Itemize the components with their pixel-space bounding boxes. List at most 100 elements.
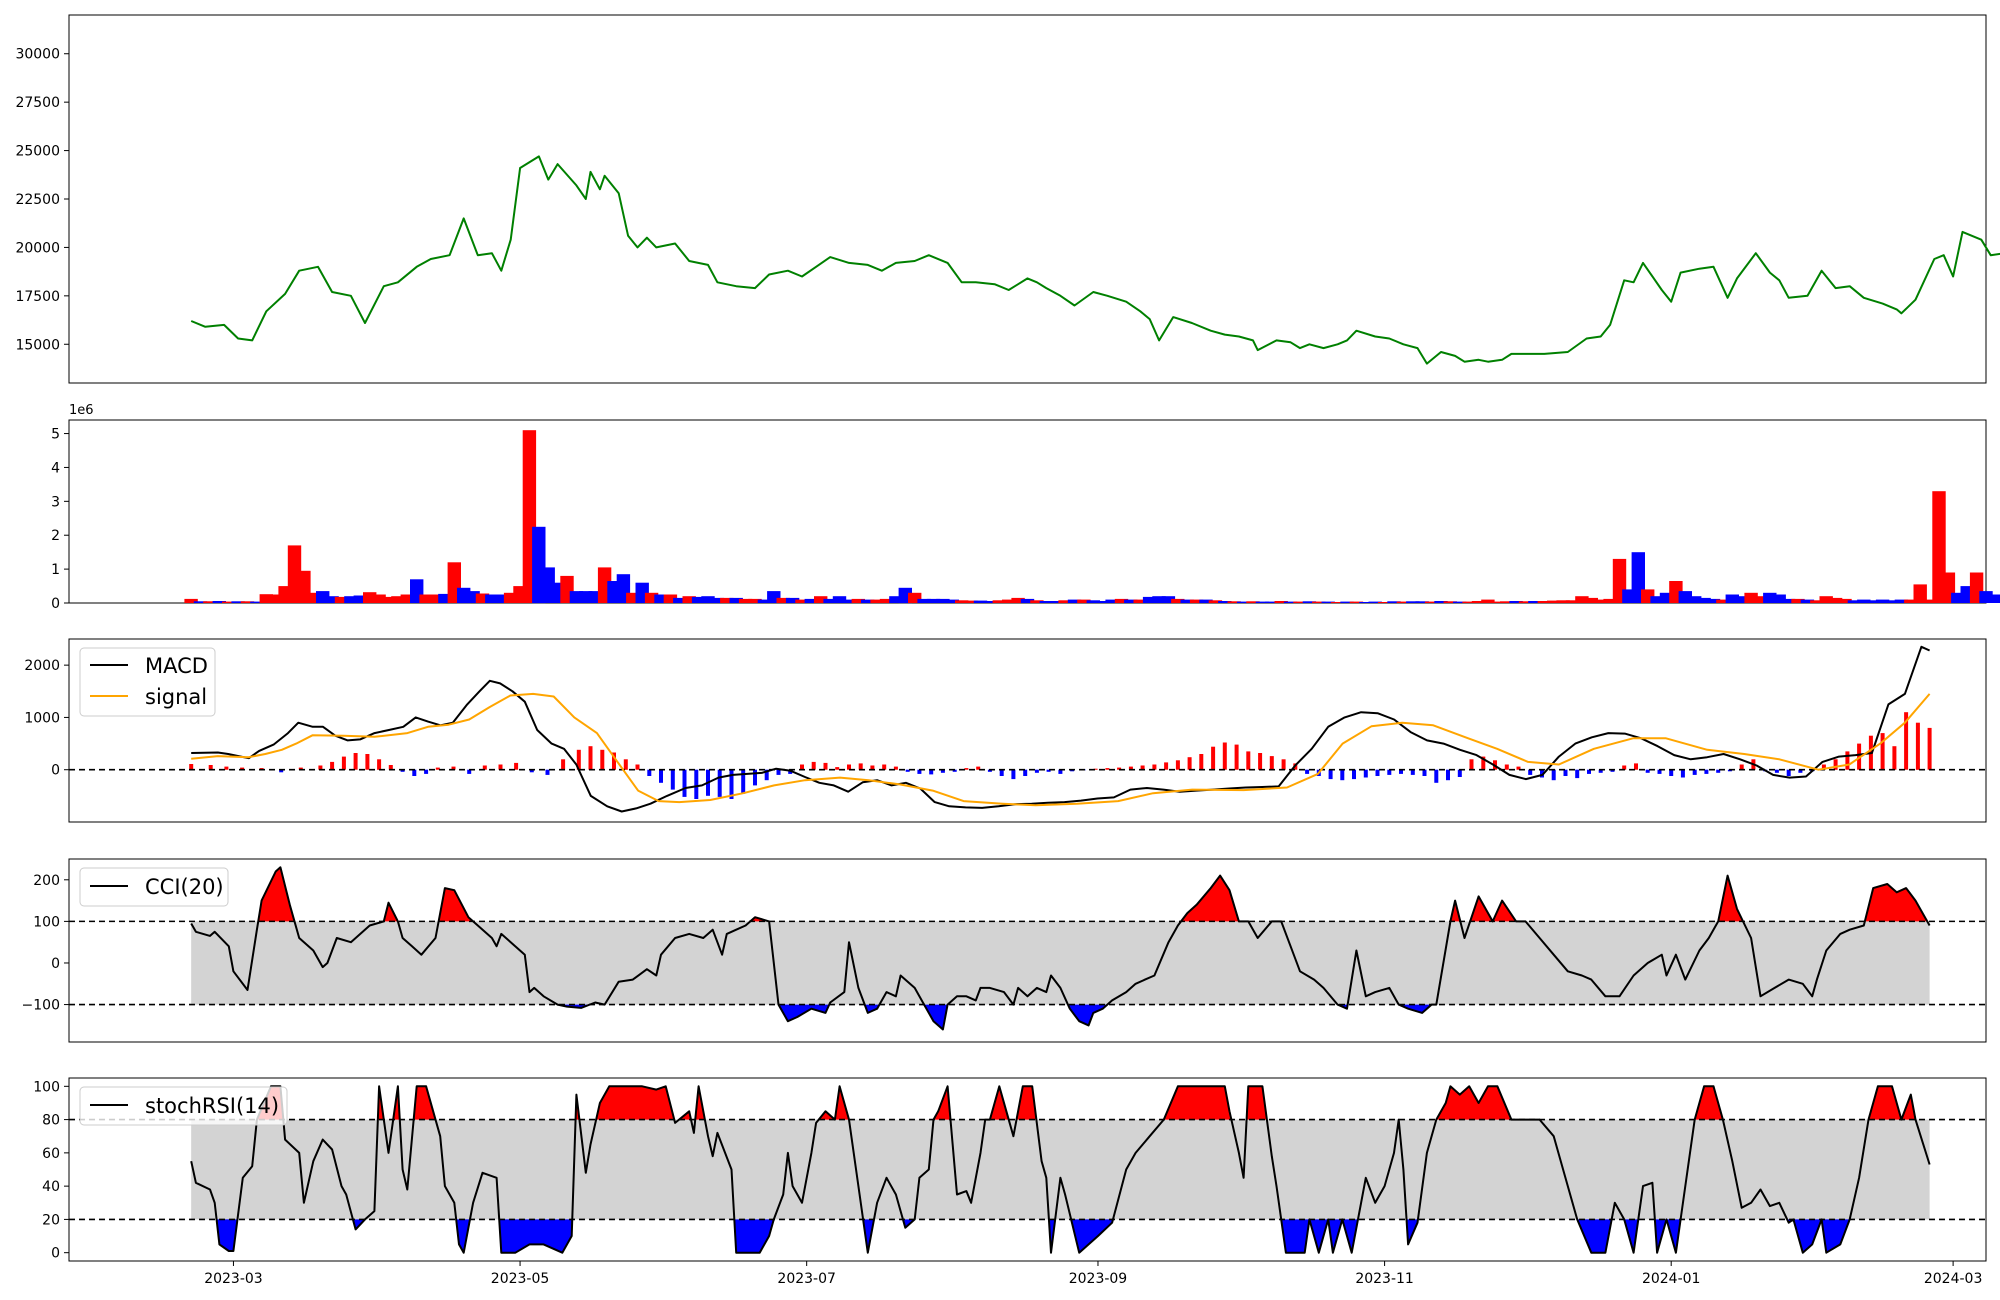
price-y-tick-label: 17500 [15, 289, 60, 305]
volume-bar [193, 601, 208, 603]
volume-bar [1998, 597, 2000, 603]
macd-histogram-bar [717, 769, 722, 797]
volume-bar [1340, 601, 1354, 603]
macd-histogram-bar [318, 765, 323, 770]
macd-histogram-bar [1845, 751, 1850, 770]
volume-bar [1161, 596, 1176, 603]
macd-histogram-bar [240, 767, 245, 770]
volume-bar [1481, 599, 1495, 603]
volume-bar [729, 597, 743, 603]
volume-bar [870, 599, 884, 603]
volume-bar [1922, 599, 1937, 603]
volume-bars-layer [184, 430, 2000, 604]
volume-bar [1283, 601, 1298, 603]
macd-histogram-bar [1680, 769, 1685, 778]
volume-bar [259, 594, 273, 603]
macd-histogram-bar [835, 767, 840, 770]
volume-bar [1208, 600, 1223, 603]
macd-histogram-bar [1211, 746, 1216, 770]
price-panel-frame [68, 14, 1987, 384]
volume-bar [1725, 594, 1739, 603]
volume-bar [1349, 601, 1364, 603]
macd-histogram-bar [1422, 769, 1427, 776]
volume-y-tick-label: 2 [51, 528, 60, 544]
volume-bar [438, 593, 452, 603]
volume-bar [1518, 601, 1533, 603]
macd-histogram-bar [1739, 764, 1744, 770]
macd-histogram-bar [600, 749, 605, 770]
macd-histogram-bar [1117, 767, 1122, 770]
x-tick-label: 2023-09 [1069, 1271, 1128, 1287]
macd-histogram-bar [1446, 769, 1450, 781]
macd-histogram-bar [999, 769, 1004, 776]
volume-bar [701, 596, 715, 603]
macd-histogram-bar [1786, 769, 1791, 776]
volume-bar [1406, 601, 1420, 603]
volume-bar [316, 591, 330, 603]
volume-bar [1030, 600, 1044, 603]
volume-bar [908, 592, 922, 603]
cci-legend-label: CCI(20) [145, 875, 224, 899]
volume-bar [738, 598, 753, 603]
macd-histogram-bar [451, 766, 456, 770]
macd-histogram-bar [753, 769, 757, 786]
volume-bar [1227, 601, 1241, 603]
macd-histogram-bar [1833, 759, 1838, 770]
volume-bar [1171, 598, 1185, 603]
volume-bar [1904, 599, 1918, 603]
macd-histogram-bar [1880, 733, 1885, 770]
macd-histogram-bar [1246, 751, 1251, 770]
volume-bar [503, 592, 518, 603]
volume-bar [1537, 601, 1551, 603]
x-tick-label: 2023-11 [1355, 1271, 1414, 1287]
volume-bar [757, 599, 772, 603]
volume-bar [1603, 598, 1617, 603]
macd-histogram-bar [1269, 756, 1274, 770]
macd-histogram-bar [1375, 769, 1380, 776]
macd-histogram-bar [623, 759, 628, 770]
macd-histogram-bar [400, 769, 405, 772]
volume-bar [391, 596, 405, 603]
macd-histogram-bar [1011, 769, 1016, 780]
macd-histogram-bar [1798, 769, 1803, 773]
cci-y-tick-label: 100 [33, 914, 60, 930]
volume-bar [955, 600, 969, 603]
macd-histogram-bar [1352, 769, 1356, 780]
macd-histogram-bar [1575, 769, 1580, 779]
macd-histogram-bar [1528, 769, 1533, 775]
price-y-tick-label: 30000 [15, 47, 60, 63]
stoch-rsi-y-tick-label: 100 [33, 1079, 60, 1095]
cci-neutral-band [191, 921, 1930, 1005]
macd-histogram-bar [1340, 769, 1345, 781]
macd-histogram-bar [1140, 765, 1145, 770]
macd-panel: 0 1000 2000 MACD signal [24, 638, 1987, 823]
volume-bar [184, 598, 198, 603]
volume-bar [832, 596, 847, 603]
x-tick-label: 2023-07 [777, 1271, 836, 1287]
macd-histogram-bar [1128, 766, 1133, 770]
macd-histogram-bar [882, 764, 887, 770]
stoch-rsi-legend-box [79, 1086, 288, 1126]
volume-bar [1528, 601, 1542, 603]
macd-histogram-bar [1622, 765, 1627, 770]
stoch-rsi-y-tick-label: 80 [42, 1113, 60, 1129]
volume-bar [1105, 599, 1119, 603]
volume-bar [372, 594, 386, 603]
stoch-rsi-y-tick-label: 0 [51, 1246, 60, 1262]
price-panel: 15000 17500 20000 22500 25000 27500 30000 [15, 14, 2000, 384]
macd-histogram-bar [987, 769, 992, 772]
volume-y-tick-label: 1 [51, 562, 60, 578]
price-y-tick-label: 15000 [15, 337, 60, 353]
volume-bar [494, 594, 508, 603]
volume-bar [1575, 596, 1589, 603]
volume-bar [363, 592, 377, 603]
volume-bar [1772, 594, 1786, 603]
volume-bar [1951, 592, 1965, 603]
macd-histogram-bar [514, 762, 519, 770]
volume-bar [1565, 600, 1580, 603]
stoch-rsi-legend: stochRSI(14) [79, 1086, 288, 1126]
volume-bar [1490, 601, 1504, 603]
volume-bar [1819, 596, 1833, 603]
stoch-rsi-y-tick-label: 40 [42, 1179, 60, 1195]
macd-histogram-bar [1034, 769, 1039, 773]
